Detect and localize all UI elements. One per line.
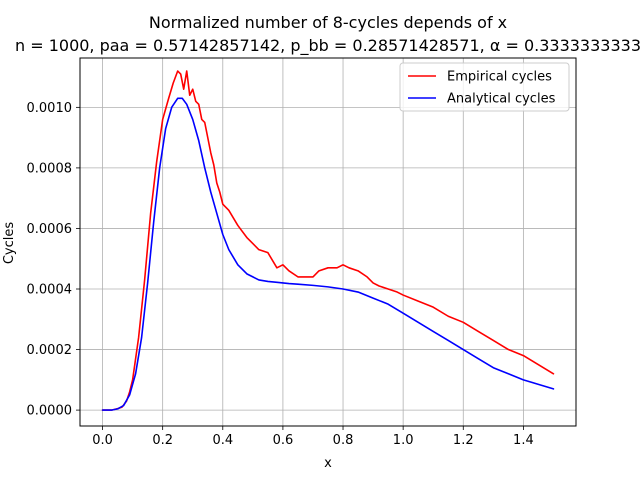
plot-area <box>101 70 555 411</box>
series-line-empirical <box>101 70 555 411</box>
axis-ticks: 0.0 0.2 0.4 0.6 0.8 1.0 1.2 1.4 0.0000 0.0002 0.00… <box>27 101 534 448</box>
x-axis-label: x <box>324 456 332 471</box>
y-tick-label: 0.0002 <box>27 343 73 358</box>
y-tick-label: 0.0006 <box>27 222 73 237</box>
grid <box>80 58 576 426</box>
y-axis-label: Cycles <box>2 222 17 265</box>
x-tick-label: 0.0 <box>92 433 113 448</box>
x-tick-label: 0.4 <box>212 433 233 448</box>
x-tick-label: 1.2 <box>453 433 474 448</box>
legend-label: Analytical cycles <box>447 92 556 107</box>
chart-subtitle: n = 1000, paa = 0.57142857142, p_bb = 0.… <box>15 36 640 56</box>
x-tick-label: 1.0 <box>393 433 414 448</box>
y-tick-label: 0.0000 <box>27 404 73 419</box>
x-tick-label: 0.6 <box>273 433 294 448</box>
chart-title: Normalized number of 8-cycles depends of… <box>149 13 507 32</box>
y-tick-label: 0.0008 <box>27 161 73 176</box>
x-tick-label: 0.8 <box>333 433 354 448</box>
x-tick-label: 0.2 <box>152 433 173 448</box>
legend-box <box>399 62 570 112</box>
y-tick-label: 0.0004 <box>27 283 73 298</box>
y-tick-label: 0.0010 <box>27 101 73 116</box>
axes-frame <box>79 57 577 427</box>
x-tick-label: 1.4 <box>513 433 534 448</box>
legend: Empirical cycles Analytical cycles <box>399 62 570 112</box>
legend-label: Empirical cycles <box>447 70 552 85</box>
series-line-analytical <box>101 97 555 411</box>
